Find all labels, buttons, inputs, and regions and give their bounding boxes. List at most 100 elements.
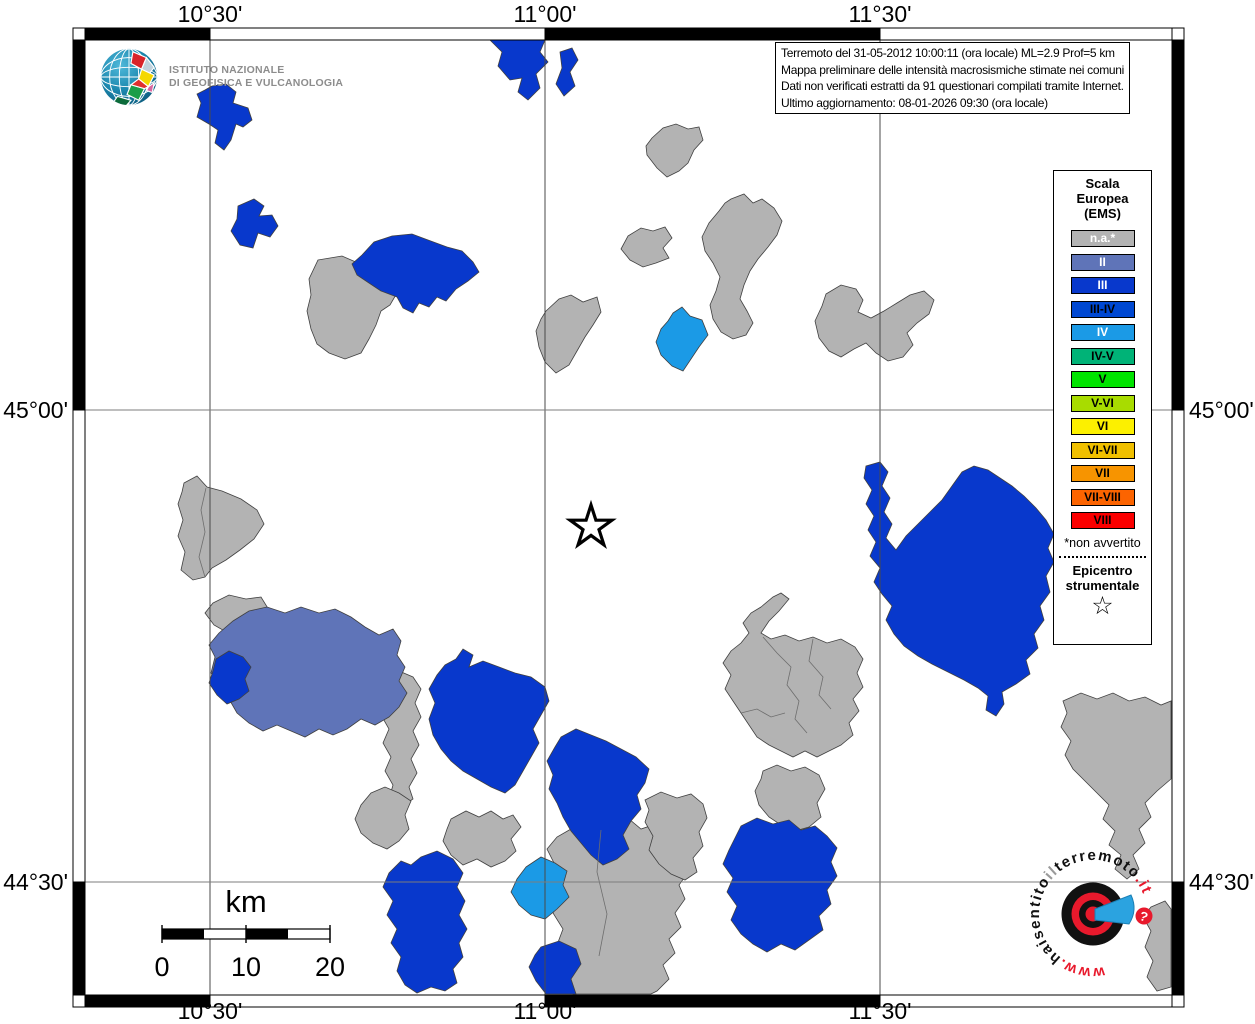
map-frame-segment bbox=[1171, 39, 1185, 411]
legend-separator bbox=[1059, 555, 1146, 558]
map-region-intensity-na bbox=[354, 786, 412, 850]
map-frame-segment bbox=[72, 994, 86, 1008]
map-region-intensity-III bbox=[555, 47, 579, 97]
map-region-intensity-na bbox=[644, 791, 708, 881]
municipal-boundary-line bbox=[198, 487, 207, 578]
ems-scale-legend: Scala Europea (EMS) n.a.* II III III-IV IV IV… bbox=[1053, 170, 1152, 645]
scalebar-unit-label: km bbox=[225, 884, 266, 919]
map-region-intensity-III bbox=[528, 940, 582, 995]
legend-swatch-na: n.a.* bbox=[1070, 230, 1135, 247]
scalebar-tick-label: 10 bbox=[231, 952, 261, 982]
legend-swatch-VIIVIII: VII-VIII bbox=[1070, 488, 1135, 506]
info-line-map-type: Mappa preliminare delle intensità macros… bbox=[781, 62, 1125, 77]
map-region-intensity-na bbox=[754, 764, 826, 832]
legend-swatch-VII: VII bbox=[1070, 465, 1135, 482]
map-region-intensity-III bbox=[351, 233, 480, 314]
map-region-intensity-III bbox=[722, 817, 838, 953]
map-frame-segment bbox=[72, 881, 86, 996]
legend-swatch-III: III bbox=[1070, 277, 1135, 294]
earthquake-info-box: Terremoto del 31-05-2012 10:00:11 (ora l… bbox=[775, 42, 1131, 115]
map-region-intensity-na bbox=[620, 226, 673, 268]
municipal-boundary-line bbox=[596, 829, 608, 957]
map-frame-segment bbox=[544, 994, 881, 1008]
map-region-intensity-na bbox=[1060, 692, 1172, 880]
legend-swatch-V: V bbox=[1070, 371, 1135, 388]
info-line-data-source: Dati non verificati estratti da 91 quest… bbox=[781, 79, 1124, 94]
haisentitoilterremoto-logo: ? www.haisentitoilterremoto.it bbox=[1026, 847, 1154, 981]
map-frame-segment bbox=[1171, 881, 1185, 996]
map-region-intensity-III bbox=[428, 648, 550, 794]
municipal-boundary-line bbox=[762, 636, 808, 734]
bullseye-icon bbox=[1061, 882, 1135, 946]
map-region-intensity-III bbox=[230, 198, 279, 249]
map-region-intensity-III bbox=[863, 461, 1055, 717]
legend-swatch-VVI: V-VI bbox=[1070, 394, 1135, 412]
municipal-boundary-line bbox=[740, 708, 786, 718]
legend-swatch-VIVII: VI-VII bbox=[1070, 441, 1135, 459]
map-frame-segment bbox=[72, 27, 86, 41]
map-frame-segment bbox=[879, 27, 1173, 41]
axis-label: 45°00' bbox=[1189, 397, 1254, 423]
axis-label: 11°00' bbox=[513, 998, 576, 1024]
map-region-intensity-II bbox=[208, 606, 408, 738]
ingv-header: ISTITUTO NAZIONALE DI GEOFISICA E VULCAN… bbox=[98, 46, 343, 108]
axis-label: 10°30' bbox=[178, 1, 243, 27]
map-region-intensity-na bbox=[722, 592, 864, 758]
legend-swatch-IIIIV: III-IV bbox=[1070, 300, 1135, 318]
scalebar-tick-label: 0 bbox=[154, 952, 169, 982]
axis-label: 45°00' bbox=[3, 397, 68, 423]
scalebar-segment bbox=[246, 929, 288, 939]
info-line-event: Terremoto del 31-05-2012 10:00:11 (ora l… bbox=[781, 46, 1115, 60]
map-region-intensity-na bbox=[645, 123, 704, 178]
axis-label: 11°30' bbox=[848, 998, 911, 1024]
map-frame-segment bbox=[209, 27, 546, 41]
legend-swatch-II: II bbox=[1070, 253, 1135, 271]
map-region-intensity-IV bbox=[655, 306, 709, 372]
map-frame-segment bbox=[209, 994, 546, 1008]
map-frame-segment bbox=[72, 409, 86, 883]
legend-title: Scala Europea (EMS) bbox=[1076, 176, 1129, 221]
map-region-intensity-na bbox=[535, 294, 602, 374]
scalebar-tick-label: 20 bbox=[315, 952, 345, 982]
axis-label: 10°30' bbox=[178, 998, 243, 1024]
map-frame-segment bbox=[1171, 994, 1185, 1008]
axis-label: 11°00' bbox=[513, 1, 576, 27]
ingv-org-line2: DI GEOFISICA E VULCANOLOGIA bbox=[169, 77, 344, 89]
map-region-intensity-na bbox=[814, 284, 935, 362]
map-frame-segment bbox=[1171, 409, 1185, 883]
map-region-intensity-III bbox=[489, 39, 549, 101]
ingv-globe-logo-icon bbox=[100, 48, 158, 106]
axis-label: 11°30' bbox=[848, 1, 911, 27]
legend-swatches: n.a.* II III III-IV IV IV-V V V-VI VI VI-VII VII VI… bbox=[1054, 230, 1151, 529]
legend-swatch-VI: VI bbox=[1070, 418, 1135, 435]
map-frame-segment bbox=[1171, 27, 1185, 41]
legend-epicenter-label: Epicentro strumentale bbox=[1065, 562, 1140, 593]
municipal-boundary-line bbox=[808, 638, 832, 710]
map-region-intensity-na bbox=[177, 475, 265, 581]
map-frame-segment bbox=[84, 27, 211, 41]
ingv-org-line1: ISTITUTO NAZIONALE bbox=[169, 64, 285, 76]
legend-swatch-IV: IV bbox=[1070, 324, 1135, 341]
ingv-org-name: ISTITUTO NAZIONALE DI GEOFISICA E VULCAN… bbox=[169, 64, 343, 90]
legend-swatch-IVV: IV-V bbox=[1070, 347, 1135, 365]
map-region-intensity-III bbox=[382, 850, 468, 994]
legend-footnote: *non avvertito bbox=[1064, 535, 1141, 550]
map-frame-segment bbox=[72, 39, 86, 411]
axis-label: 44°30' bbox=[3, 869, 68, 895]
scalebar-segment bbox=[162, 929, 204, 939]
question-badge bbox=[1135, 907, 1153, 925]
map-frame-segment bbox=[544, 27, 881, 41]
epicenter-star bbox=[565, 499, 617, 549]
map-region-intensity-na bbox=[1142, 900, 1172, 992]
legend-swatch-VIII: VIII bbox=[1070, 512, 1135, 529]
map-region-intensity-na bbox=[701, 193, 783, 340]
map-region-intensity-na bbox=[442, 810, 522, 868]
map-region-intensity-IV bbox=[510, 856, 570, 920]
legend-epicenter-star-icon: ☆ bbox=[1091, 591, 1114, 620]
axis-label: 44°30' bbox=[1189, 869, 1254, 895]
map-region-intensity-III bbox=[546, 728, 650, 866]
map-region-intensity-III bbox=[196, 83, 253, 151]
megaphone-icon bbox=[1094, 894, 1135, 925]
